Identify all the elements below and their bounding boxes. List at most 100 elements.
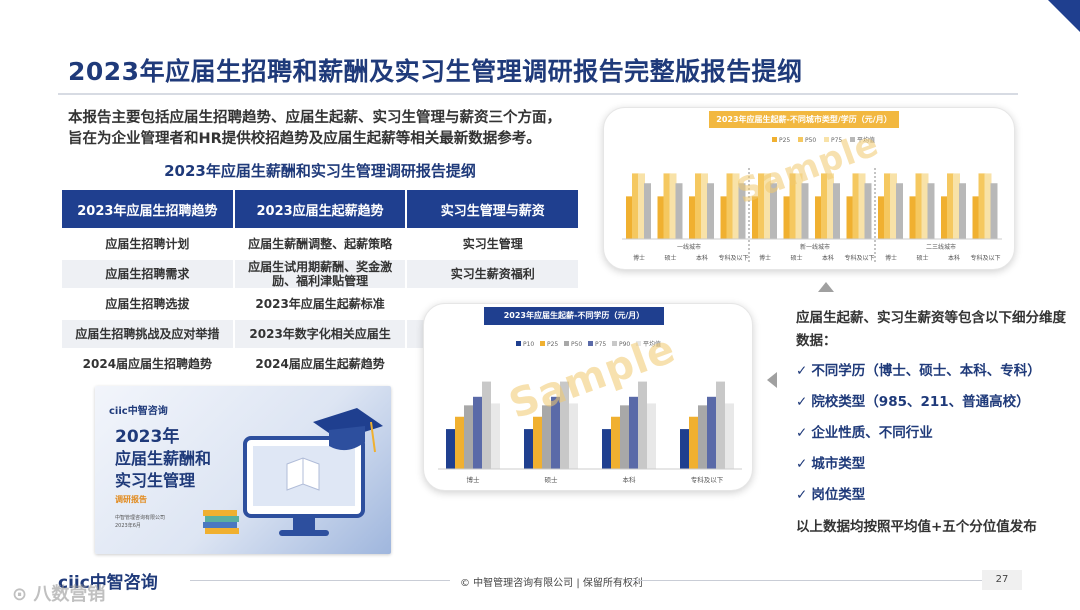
bar <box>533 416 542 469</box>
x-tick-label: 博士 <box>885 254 897 262</box>
legend-swatch <box>564 341 569 346</box>
bar <box>738 183 746 239</box>
bar <box>491 403 500 469</box>
bar <box>551 396 560 469</box>
legend-label: P10 <box>523 341 534 348</box>
bar <box>689 196 696 239</box>
bar <box>725 403 734 469</box>
bar <box>770 183 777 239</box>
table-row: 应届生招聘计划 应届生薪酬调整、起薪策略 实习生管理 <box>62 230 578 258</box>
cover-tag: 调研报告 <box>115 495 147 504</box>
bar <box>732 173 740 239</box>
table-cell: 应届生招聘计划 <box>105 237 190 251</box>
list-item-label: 城市类型 <box>811 456 866 472</box>
table-cell: 2024届应届生起薪趋势 <box>255 357 385 371</box>
bar <box>542 405 551 469</box>
x-tick-label: 专科及以下 <box>718 254 748 262</box>
outline-col-header: 实习生管理与薪资 <box>407 190 578 228</box>
bar <box>629 396 638 469</box>
x-tick-label: 硕士 <box>545 475 559 484</box>
bar <box>698 405 707 469</box>
table-cell: 应届生招聘需求 <box>62 260 233 288</box>
cover-logo: ciic中智咨询 <box>109 406 168 417</box>
legend-swatch <box>636 341 641 346</box>
legend-swatch <box>540 341 545 346</box>
x-tick-label: 博士 <box>759 254 771 262</box>
arrow-up-icon <box>818 282 834 292</box>
table-cell: 实习生薪资福利 <box>407 260 578 288</box>
bar <box>941 196 948 239</box>
bar <box>953 173 960 239</box>
bar <box>783 196 791 239</box>
legend-swatch <box>612 341 617 346</box>
list-item: ✓ 城市类型 <box>796 453 1066 484</box>
x-tick-label: 硕士 <box>664 254 676 262</box>
bar <box>669 173 677 239</box>
check-icon: ✓ <box>796 456 808 472</box>
bar <box>663 173 671 239</box>
bar <box>764 173 771 239</box>
legend-label: P50 <box>805 137 816 144</box>
bar <box>726 173 734 239</box>
bar <box>878 196 885 239</box>
bar <box>464 405 473 469</box>
check-icon: ✓ <box>796 425 808 441</box>
bar <box>972 196 980 239</box>
cover-title-line-1: 2023年 <box>115 427 180 447</box>
list-item: ✓ 岗位类型 <box>796 484 1066 515</box>
table-cell: 2024届应届生招聘趋势 <box>82 357 213 371</box>
bar <box>990 183 998 239</box>
list-item-label: 岗位类型 <box>811 487 866 503</box>
title-divider <box>58 93 1018 95</box>
x-tick-label: 本科 <box>822 254 834 262</box>
bar <box>815 196 822 239</box>
bar <box>473 396 482 469</box>
cover-title-line-3: 实习生管理 <box>115 471 196 490</box>
bar <box>626 196 633 239</box>
outline-header-row: 2023年应届生招聘趋势 2023应届生起薪趋势 实习生管理与薪资 <box>62 190 578 228</box>
bar <box>602 429 611 469</box>
intro-line-2: 旨在为企业管理者和HR提供校招趋势及应届生起薪等相关最新数据参考。 <box>68 131 541 147</box>
x-tick-label: 专科及以下 <box>844 254 874 262</box>
list-item-label: 不同学历（博士、硕士、本科、专科） <box>811 363 1041 379</box>
bar <box>827 173 834 239</box>
arrow-left-icon <box>767 372 777 388</box>
bar <box>680 429 689 469</box>
bar <box>644 183 651 239</box>
table-row: 应届生招聘选拔 2023年应届生起薪标准 <box>62 290 578 318</box>
cover-org: 中智管理咨询有限公司 <box>115 515 166 521</box>
list-item: ✓ 院校类型（985、211、普通高校） <box>796 391 1066 422</box>
legend-label: P75 <box>595 341 606 348</box>
cover-title-line-2: 应届生薪酬和 <box>115 449 212 468</box>
dimensions-closing: 以上数据均按照平均值+五个分位值发布 <box>796 519 1037 535</box>
bar <box>524 429 533 469</box>
report-cover-image: ciic中智咨询 2023年 应届生薪酬和 实习生管理 调研报告 中智管理咨询有… <box>95 386 391 554</box>
bar <box>752 196 759 239</box>
x-tick-label: 博士 <box>467 475 481 484</box>
table-row: 应届生招聘需求 应届生试用期薪酬、奖金激励、福利津贴管理 实习生薪资福利 <box>62 260 578 288</box>
bar <box>884 173 891 239</box>
group-label: 二三线城市 <box>926 243 956 251</box>
x-tick-label: 专科及以下 <box>970 254 1000 262</box>
table-row: 2024届应届生招聘趋势 2024届应届生起薪趋势 <box>62 350 578 378</box>
platform-watermark: ⊙ 八数营销 <box>12 584 106 605</box>
bar <box>647 403 656 469</box>
bar <box>858 173 866 239</box>
x-tick-label: 专科及以下 <box>691 475 724 484</box>
legend-swatch <box>588 341 593 346</box>
table-cell: 应届生试用期薪酬、奖金激励、福利津贴管理 <box>234 260 406 288</box>
bar <box>947 173 954 239</box>
chart-city-education: 2023年应届生起薪-不同城市类型/学历（元/月） P25 P50 P75 平均值 博士… <box>603 107 1015 270</box>
x-tick-label: 本科 <box>623 475 637 484</box>
list-item: ✓ 企业性质、不同行业 <box>796 422 1066 453</box>
monitor-illustration <box>203 408 383 536</box>
dimensions-list: ✓ 不同学历（博士、硕士、本科、专科） ✓ 院校类型（985、211、普通高校） ✓… <box>796 360 1066 515</box>
table-cell: 实习生管理 <box>462 237 523 251</box>
bar <box>890 173 897 239</box>
bar <box>846 196 854 239</box>
legend-label: P75 <box>831 137 842 144</box>
table-cell: 应届生招聘选拔 <box>105 297 190 311</box>
dimensions-intro: 应届生起薪、实习生薪资等包含以下细分维度数据： <box>796 310 1066 349</box>
